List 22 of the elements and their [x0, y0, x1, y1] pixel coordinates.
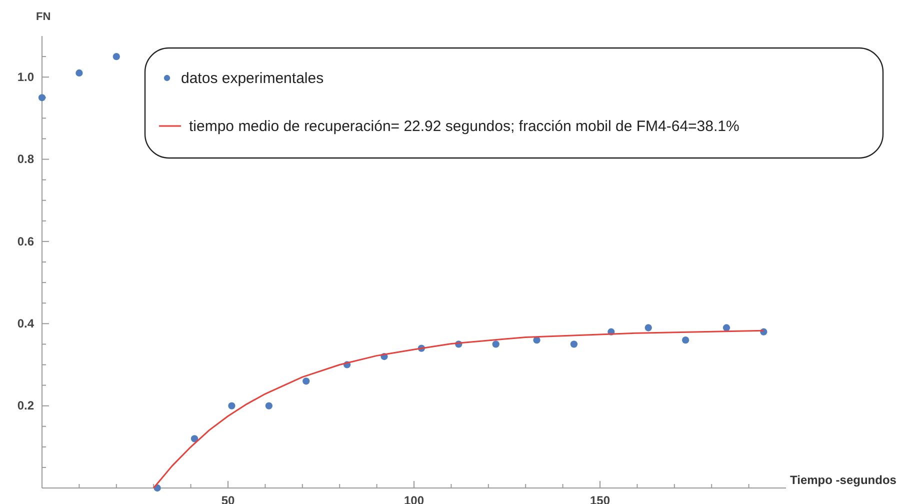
point: [76, 69, 83, 77]
point: [265, 402, 272, 410]
point: [722, 324, 730, 332]
legend-label: datos experimentales: [181, 70, 324, 87]
point: [190, 435, 198, 442]
y-tick-label: 0.2: [17, 398, 34, 413]
point: [302, 378, 310, 385]
point: [228, 402, 236, 410]
y-tick-label: 0.8: [17, 152, 34, 166]
point: [644, 324, 652, 332]
point: [682, 336, 690, 344]
legend-label: tiempo medio de recuperación= 22.92 segundos; fracción mobil de FM4-64=38.1%: [189, 118, 740, 135]
point: [533, 336, 540, 344]
y-axis-title: FN: [36, 11, 51, 23]
point: [492, 340, 500, 348]
y-tick-label: 0.6: [17, 234, 34, 248]
x-axis-title: Tiempo -segundos: [790, 473, 897, 487]
point: [570, 340, 578, 348]
point: [112, 52, 120, 60]
y-tick-label: 0.4: [17, 316, 34, 330]
y-tick-label: 1.0: [17, 70, 34, 84]
point: [38, 94, 46, 102]
